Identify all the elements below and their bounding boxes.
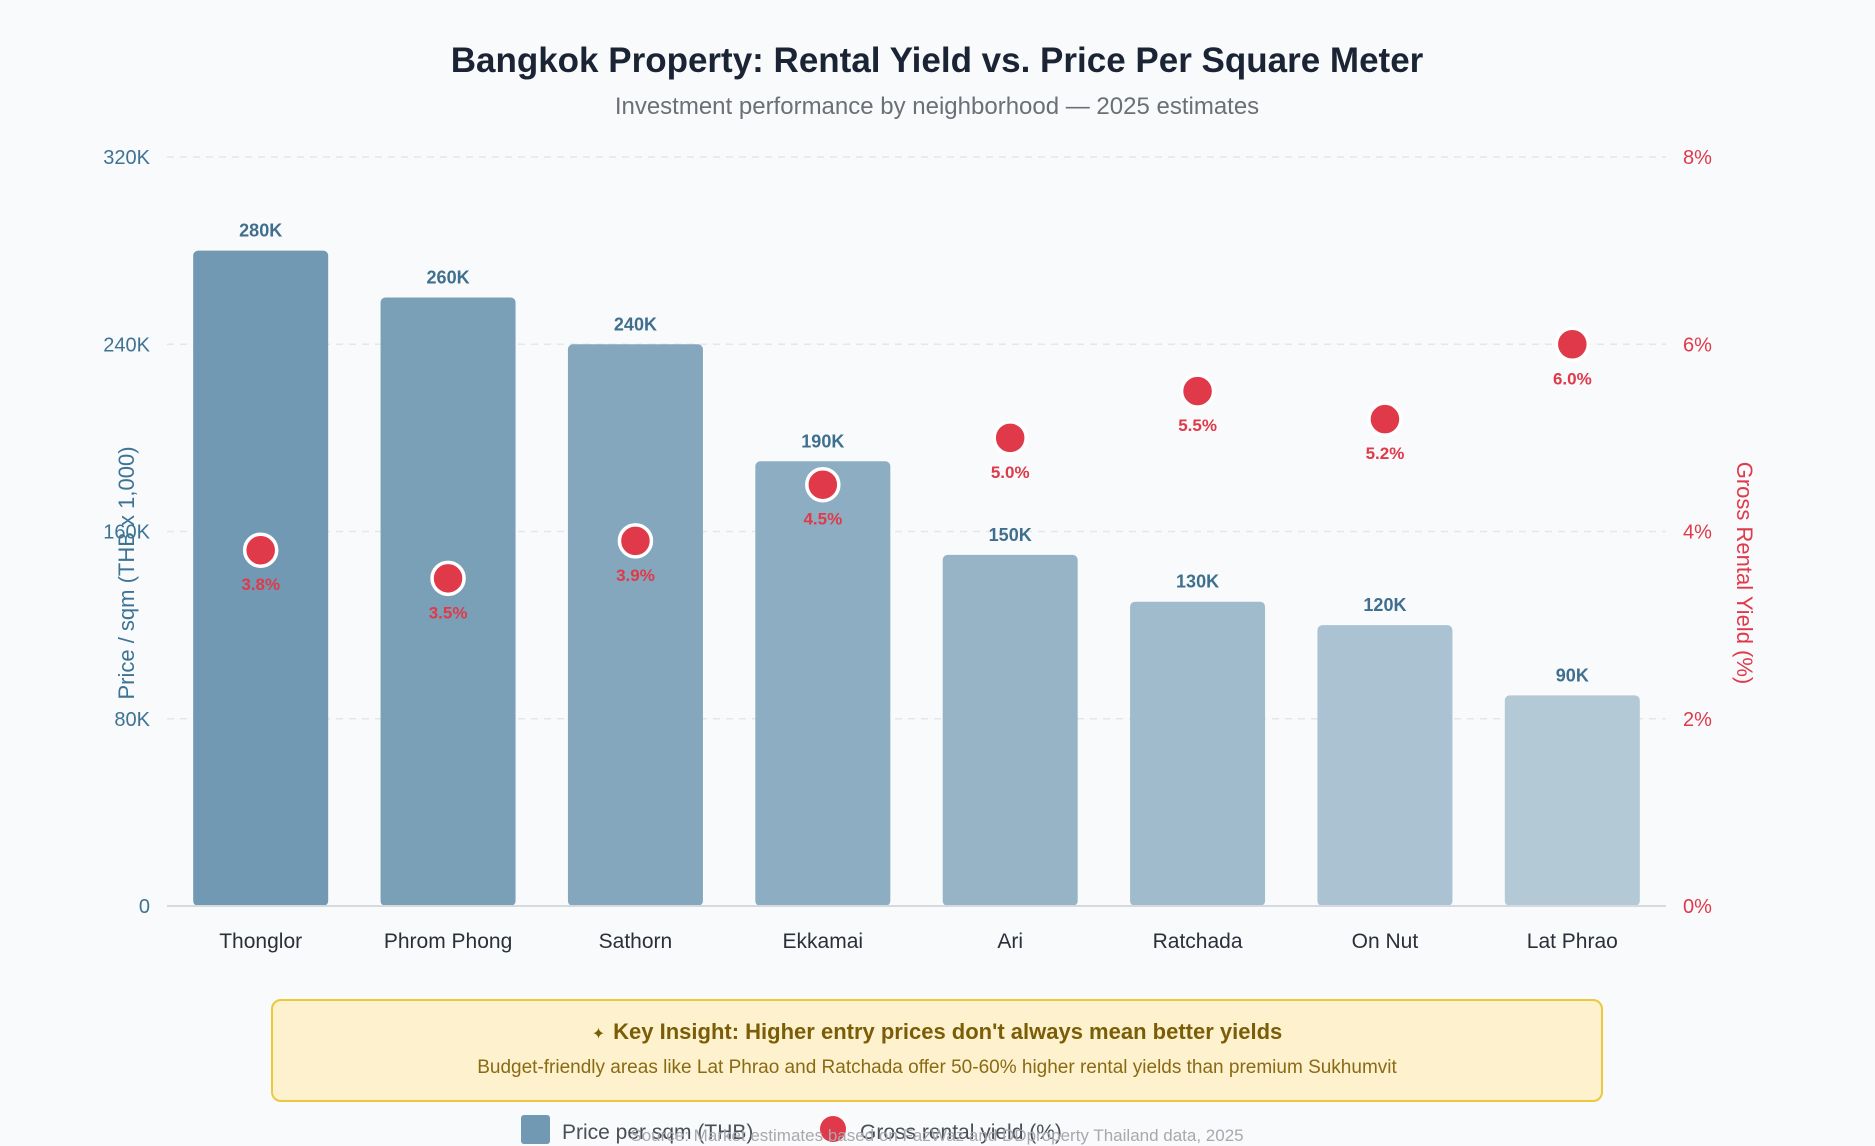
- category-label: On Nut: [1352, 930, 1419, 953]
- price-bar: [193, 250, 329, 906]
- yield-point: [992, 420, 1028, 456]
- y-tick-left: 160K: [103, 522, 150, 544]
- yield-point-label: 5.5%: [1178, 416, 1217, 435]
- y-tick-right: 6%: [1683, 334, 1712, 356]
- lightbulb-icon: ✦: [591, 1026, 606, 1043]
- label-layer: 280K Thonglor 3.8% 260K Phrom Phong 3.5% 240K S…: [219, 221, 1618, 953]
- y-tick-left: 80K: [114, 709, 150, 731]
- insight-text: Budget-friendly areas like Lat Phrao and…: [477, 1057, 1397, 1078]
- point-layer: [242, 326, 1591, 597]
- price-bar-label: 280K: [239, 221, 282, 241]
- price-bar-label: 190K: [801, 431, 844, 451]
- category-label: Phrom Phong: [384, 930, 512, 953]
- y-tick-right: 4%: [1683, 522, 1712, 544]
- legend: Price per sqm (THB) Gross rental yield (…: [521, 1115, 1062, 1144]
- bar-layer: [193, 250, 1640, 906]
- category-label: Ari: [997, 930, 1023, 953]
- price-bar: [755, 461, 891, 906]
- yield-point: [805, 466, 841, 503]
- insight-title-row: ✦ Key Insight: Higher entry prices don't …: [273, 1019, 1601, 1045]
- y-tick-right: 2%: [1683, 709, 1712, 731]
- yield-point: [430, 560, 466, 597]
- yield-point-label: 5.0%: [991, 463, 1030, 482]
- yield-point-label: 4.5%: [803, 510, 842, 529]
- y-tick-left: 320K: [103, 147, 150, 169]
- price-bar-label: 240K: [614, 314, 657, 334]
- legend-bar-swatch: [521, 1115, 550, 1144]
- price-bar: [942, 554, 1078, 906]
- insight-box: ✦ Key Insight: Higher entry prices don't …: [271, 999, 1603, 1102]
- y-axis-right-label: Gross Rental Yield (%): [1732, 462, 1757, 685]
- insight-title: Key Insight: Higher entry prices don't a…: [613, 1019, 1283, 1044]
- y-tick-left: 0: [139, 896, 150, 918]
- legend-yield-swatch: [820, 1116, 846, 1142]
- axis-layer: 0 0% 80K 2% 160K 4% 240K 6% 320K 8%: [103, 147, 1712, 918]
- price-bar: [380, 297, 516, 906]
- y-axis-left-label: Price / sqm (THB x 1,000): [114, 446, 139, 699]
- yield-point: [242, 532, 279, 568]
- price-bar: [1504, 695, 1640, 906]
- price-bar-label: 130K: [1176, 572, 1219, 592]
- yield-point: [1179, 373, 1216, 409]
- category-label: Ekkamai: [783, 930, 864, 953]
- yield-point: [617, 523, 654, 559]
- price-bar-label: 120K: [1363, 595, 1406, 615]
- legend-label-price: Price per sqm (THB): [562, 1121, 753, 1144]
- legend-label-yield: Gross rental yield (%): [860, 1121, 1062, 1144]
- y-tick-right: 0%: [1683, 896, 1712, 918]
- yield-point: [1367, 401, 1403, 437]
- price-bar: [1130, 601, 1266, 906]
- source-note: Source: Market estimates based on FazWaz…: [630, 1126, 1243, 1145]
- price-bar: [1317, 625, 1453, 906]
- category-label: Ratchada: [1153, 930, 1243, 953]
- yield-point-label: 5.2%: [1366, 444, 1405, 463]
- price-bar-label: 260K: [427, 267, 470, 287]
- yield-point-label: 3.9%: [616, 566, 655, 585]
- category-label: Sathorn: [599, 930, 673, 953]
- yield-point-label: 6.0%: [1553, 369, 1592, 388]
- chart-subtitle: Investment performance by neighborhood —…: [615, 93, 1259, 120]
- price-bar-label: 90K: [1556, 665, 1589, 685]
- category-label: Thonglor: [219, 930, 302, 953]
- price-bar-label: 150K: [989, 525, 1032, 545]
- chart-title: Bangkok Property: Rental Yield vs. Price…: [451, 41, 1424, 80]
- yield-point-label: 3.8%: [241, 575, 280, 594]
- price-bar: [567, 344, 703, 906]
- category-label: Lat Phrao: [1527, 930, 1618, 953]
- yield-point-label: 3.5%: [429, 603, 468, 622]
- y-tick-right: 8%: [1683, 147, 1712, 169]
- yield-point: [1554, 326, 1591, 362]
- y-tick-left: 240K: [103, 334, 150, 356]
